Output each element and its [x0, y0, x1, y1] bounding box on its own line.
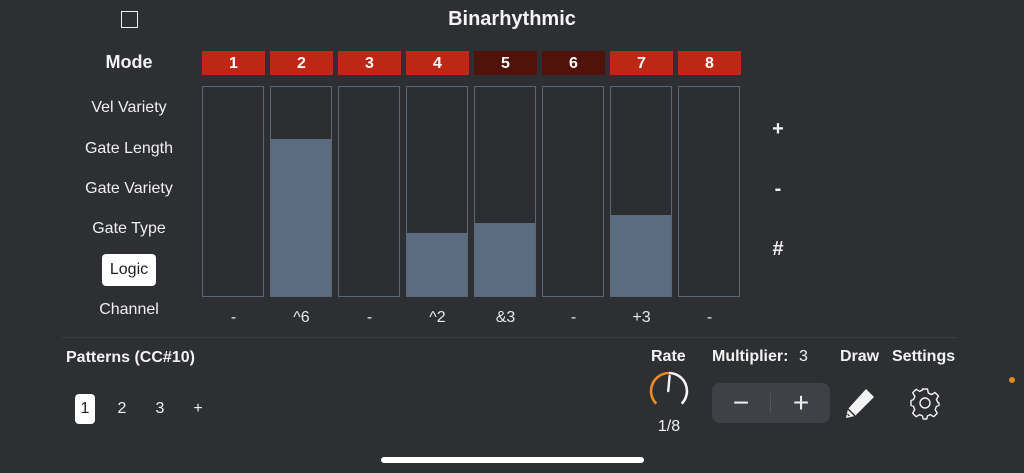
- pattern-2[interactable]: 2: [117, 400, 127, 417]
- param-vel-variety[interactable]: Vel Variety: [91, 99, 167, 116]
- pattern-3[interactable]: 3: [155, 400, 165, 417]
- mode-button-6[interactable]: 6: [542, 51, 605, 75]
- draw-label: Draw: [840, 348, 880, 365]
- bar-fill: [475, 222, 535, 296]
- step-bar-8[interactable]: [678, 86, 740, 297]
- bar-value-4: ^2: [429, 309, 446, 326]
- home-indicator[interactable]: [381, 457, 644, 463]
- mode-button-2[interactable]: 2: [270, 51, 333, 75]
- rate-value: 1/8: [657, 418, 681, 435]
- param-gate-type[interactable]: Gate Type: [92, 220, 166, 237]
- expand-toggle-icon[interactable]: [121, 11, 138, 28]
- step-bar-5[interactable]: [474, 86, 536, 297]
- bar-fill: [407, 233, 467, 296]
- multiplier-stepper: − +: [712, 383, 830, 423]
- multiplier-value: 3: [799, 348, 808, 365]
- step-bar-7[interactable]: [610, 86, 672, 297]
- step-bar-2[interactable]: [270, 86, 332, 297]
- app-title: Binarhythmic: [448, 8, 576, 30]
- patterns-title: Patterns (CC#10): [66, 349, 195, 366]
- mode-button-1[interactable]: 1: [202, 51, 265, 75]
- settings-label: Settings: [892, 348, 956, 365]
- bar-value-6: -: [570, 309, 577, 326]
- bar-value-7: +3: [632, 309, 651, 326]
- bar-value-5: &3: [495, 309, 516, 326]
- stepper-separator: [770, 393, 771, 413]
- status-dot: [1009, 377, 1015, 383]
- rate-knob[interactable]: [649, 371, 689, 411]
- step-bar-4[interactable]: [406, 86, 468, 297]
- gear-icon: [910, 388, 940, 420]
- param-channel[interactable]: Channel: [99, 301, 159, 318]
- decrement-button[interactable]: −: [732, 387, 750, 418]
- param-gate-length[interactable]: Gate Length: [84, 140, 174, 157]
- bar-fill: [271, 139, 331, 296]
- multiplier-label: Multiplier:: [712, 348, 789, 365]
- section-divider: [62, 337, 958, 338]
- settings-button[interactable]: [908, 386, 942, 420]
- bar-value-3: -: [366, 309, 373, 326]
- mode-button-7[interactable]: 7: [610, 51, 673, 75]
- mode-button-4[interactable]: 4: [406, 51, 469, 75]
- param-gate-variety[interactable]: Gate Variety: [85, 180, 173, 197]
- hash-operator-button[interactable]: #: [772, 238, 784, 260]
- draw-button[interactable]: [843, 386, 877, 420]
- mode-button-5[interactable]: 5: [474, 51, 537, 75]
- bar-fill: [611, 214, 671, 296]
- step-bar-1[interactable]: [202, 86, 264, 297]
- mode-label: Mode: [105, 52, 153, 72]
- minus-operator-button[interactable]: -: [774, 178, 782, 200]
- step-bar-6[interactable]: [542, 86, 604, 297]
- bar-value-2: ^6: [293, 309, 310, 326]
- mode-button-8[interactable]: 8: [678, 51, 741, 75]
- param-logic-selected[interactable]: Logic: [102, 254, 156, 286]
- pencil-icon: [846, 389, 874, 418]
- bar-value-8: -: [706, 309, 713, 326]
- increment-button[interactable]: +: [792, 387, 810, 418]
- rate-label: Rate: [651, 348, 686, 365]
- knob-icon: [649, 371, 689, 405]
- pattern-1-selected[interactable]: 1: [75, 394, 95, 424]
- add-pattern-button[interactable]: +: [193, 400, 203, 417]
- mode-button-3[interactable]: 3: [338, 51, 401, 75]
- bar-value-1: -: [230, 309, 237, 326]
- plus-operator-button[interactable]: +: [772, 118, 784, 140]
- step-bar-3[interactable]: [338, 86, 400, 297]
